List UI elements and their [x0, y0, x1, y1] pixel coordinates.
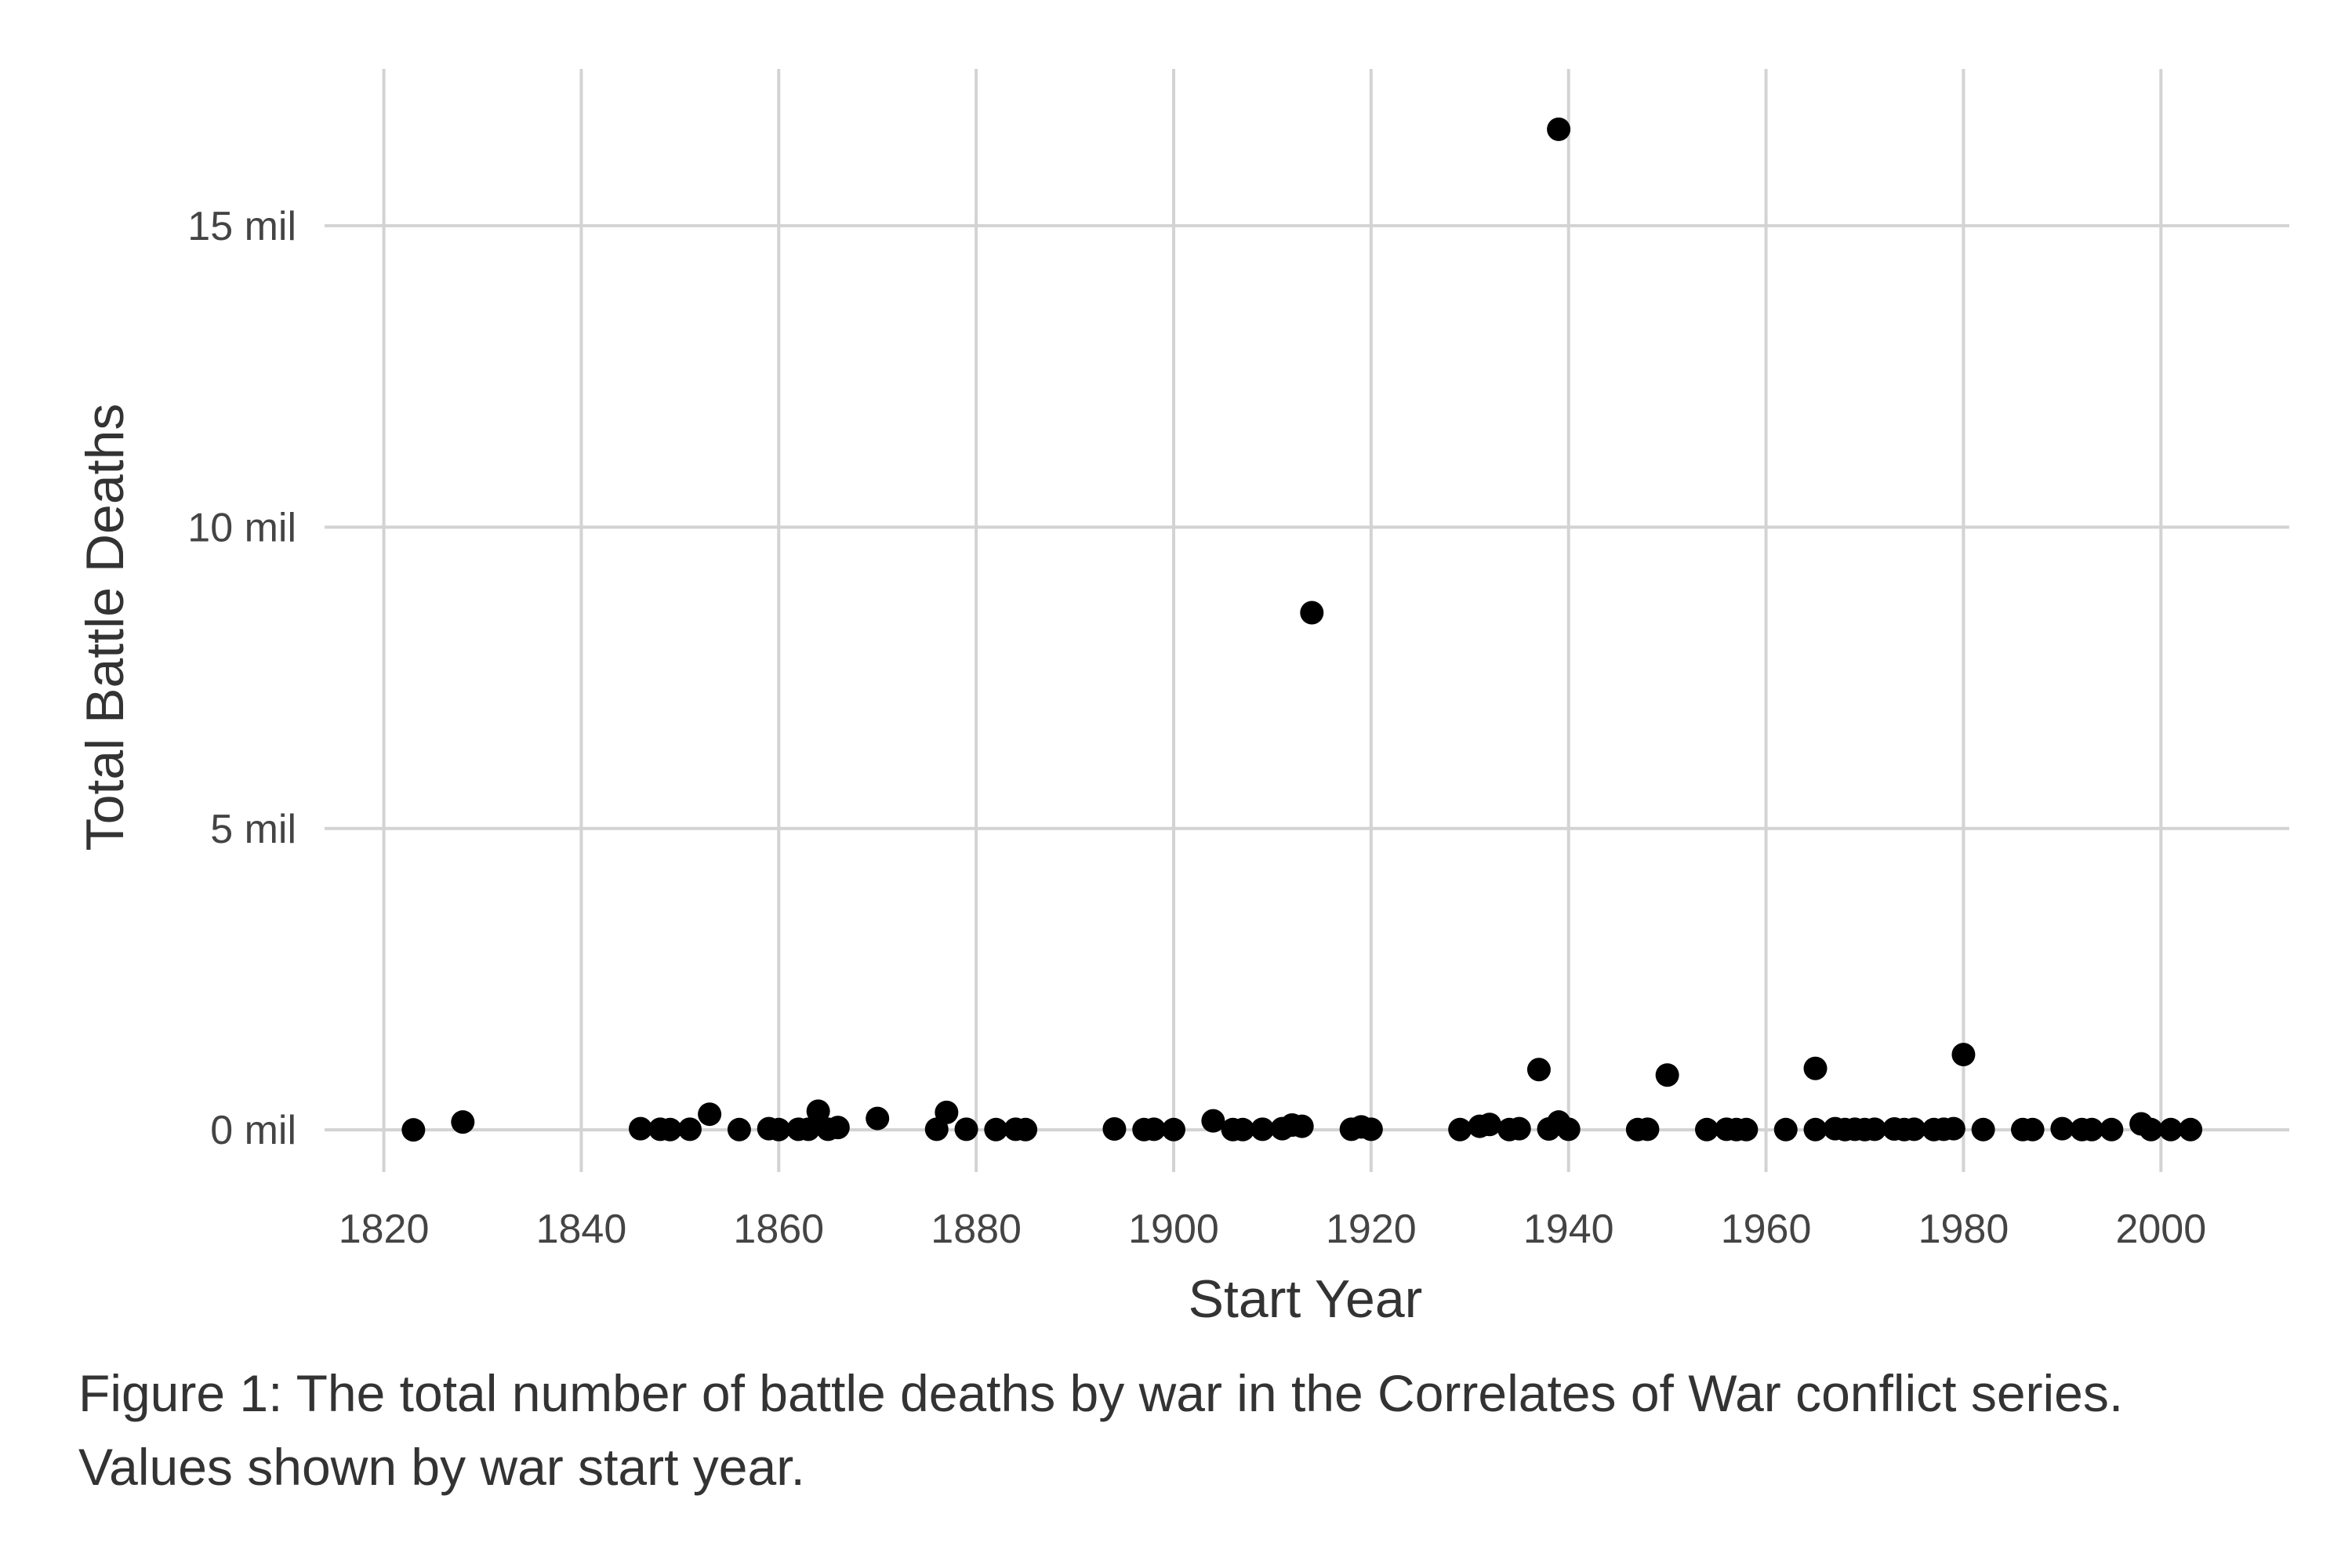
y-tick-label: 0 mil	[210, 1108, 296, 1153]
data-point	[806, 1099, 830, 1123]
y-tick-label: 5 mil	[210, 807, 296, 852]
data-point	[1941, 1116, 1965, 1141]
data-point	[698, 1102, 722, 1127]
data-point	[1951, 1043, 1976, 1067]
data-point	[1161, 1117, 1185, 1142]
data-point	[1734, 1117, 1759, 1142]
data-point	[628, 1116, 652, 1141]
figure-caption: Figure 1: The total number of battle dea…	[78, 1364, 2124, 1496]
x-tick-label: 1940	[1523, 1207, 1614, 1252]
scatter-chart: 1820 1840 1860 1880 1900 1920 1940 1960 1980 2000…	[75, 69, 2289, 1329]
data-point	[1526, 1058, 1551, 1082]
data-point	[866, 1106, 890, 1131]
data-point	[1655, 1063, 1679, 1087]
data-point	[1773, 1117, 1798, 1142]
x-tick-label: 1880	[931, 1207, 1022, 1252]
data-point	[2158, 1117, 2183, 1142]
data-point	[1803, 1056, 1828, 1080]
x-axis-tick-labels: 1820 1840 1860 1880 1900 1920 1940 1960 1980 2000	[339, 1207, 2206, 1252]
data-point	[1142, 1117, 1166, 1142]
data-point	[727, 1117, 751, 1142]
data-point	[1448, 1117, 1472, 1142]
data-point	[797, 1117, 821, 1142]
x-tick-label: 1840	[536, 1207, 627, 1252]
data-point	[1507, 1116, 1531, 1141]
data-point	[1250, 1117, 1275, 1142]
data-point	[767, 1117, 791, 1142]
x-tick-label: 1820	[339, 1207, 430, 1252]
data-point	[1547, 117, 1571, 141]
data-point	[984, 1117, 1008, 1142]
y-axis-tick-labels: 0 mil 5 mil 10 mil 15 mil	[187, 204, 296, 1153]
y-tick-label: 15 mil	[187, 204, 296, 249]
data-point	[1359, 1117, 1383, 1142]
data-point	[954, 1117, 978, 1142]
data-point	[2100, 1117, 2124, 1142]
y-tick-label: 10 mil	[187, 505, 296, 550]
y-axis-title: Total Battle Deaths	[75, 404, 135, 851]
data-point	[401, 1118, 426, 1142]
x-tick-label: 1920	[1326, 1207, 1417, 1252]
data-point	[677, 1117, 702, 1142]
data-point	[1971, 1117, 1995, 1142]
data-point	[1014, 1117, 1038, 1142]
data-point	[1635, 1117, 1660, 1142]
data-point	[1695, 1117, 1719, 1142]
data-point	[2020, 1117, 2045, 1142]
x-tick-label: 1900	[1128, 1207, 1219, 1252]
data-point	[1290, 1114, 1314, 1138]
data-points	[401, 117, 2203, 1142]
data-point	[1477, 1112, 1501, 1137]
data-point	[1102, 1117, 1127, 1142]
x-tick-label: 2000	[2115, 1207, 2206, 1252]
x-tick-label: 1980	[1918, 1207, 2009, 1252]
data-point	[2080, 1117, 2104, 1142]
data-point	[1300, 601, 1324, 625]
data-point	[451, 1110, 475, 1134]
data-point	[1902, 1117, 1926, 1142]
x-tick-label: 1860	[733, 1207, 824, 1252]
data-point	[935, 1100, 959, 1124]
data-point	[1231, 1117, 1255, 1142]
data-point	[2179, 1117, 2203, 1142]
data-point	[1201, 1109, 1225, 1133]
data-point	[2050, 1116, 2074, 1141]
x-tick-label: 1960	[1721, 1207, 1812, 1252]
x-axis-title: Start Year	[1189, 1269, 1423, 1329]
data-point	[1556, 1117, 1581, 1142]
data-point	[2139, 1117, 2163, 1142]
data-point	[658, 1117, 682, 1142]
data-point	[1803, 1117, 1828, 1142]
data-point	[826, 1116, 850, 1140]
data-point	[1863, 1117, 1887, 1142]
